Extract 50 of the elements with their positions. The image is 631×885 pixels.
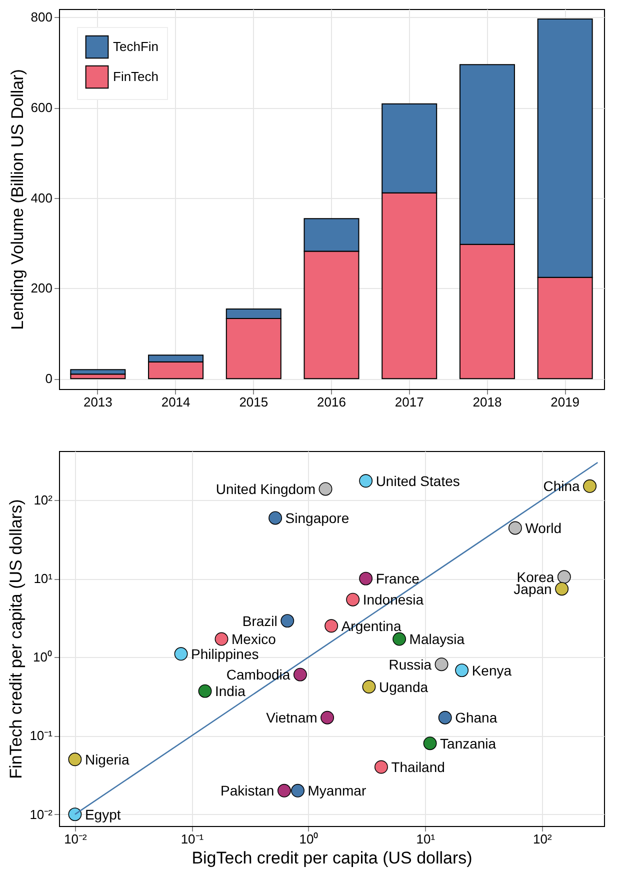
x-tick-label: 2016 xyxy=(317,394,346,410)
y-tick-label: 800 xyxy=(30,10,52,25)
x-tick-label: 10⁻¹ xyxy=(180,832,204,846)
annotation: Malaysia xyxy=(409,631,465,648)
x-tick-label: 2019 xyxy=(550,394,580,410)
annotation: Thailand xyxy=(391,759,445,775)
annotation: France xyxy=(376,570,420,587)
bar xyxy=(70,369,126,375)
annotation: Korea xyxy=(516,568,554,585)
x-tick-label: 10⁻² xyxy=(64,832,88,846)
annotation: United Kingdom xyxy=(216,480,316,497)
y-axis-title: Lending Volume (Billion US Dollar) xyxy=(8,69,27,330)
annotation: Kenya xyxy=(472,662,512,678)
annotation: Nigeria xyxy=(84,751,130,768)
annotation: Russia xyxy=(388,656,432,672)
annotation: Brazil xyxy=(242,612,278,629)
y-tick-label: 0 xyxy=(45,371,52,386)
annotation: Uganda xyxy=(378,678,428,695)
x-tick-label: 2015 xyxy=(239,394,268,410)
annotation: Vietnam xyxy=(266,710,318,726)
x-tick-label: 10² xyxy=(533,832,553,846)
y-tick-label: 10¹ xyxy=(34,571,54,586)
y-tick-label: 10² xyxy=(34,492,54,508)
y-tick-label: 400 xyxy=(30,190,52,206)
annotation: World xyxy=(525,520,562,536)
annotation: Philippines xyxy=(191,646,259,662)
annotation: Mexico xyxy=(232,631,276,648)
annotation: United States xyxy=(376,472,460,489)
annotation: Myanmar xyxy=(308,782,366,799)
x-tick-label: 10¹ xyxy=(416,832,436,846)
x-tick-label: 10⁰ xyxy=(299,832,319,846)
annotation: Ghana xyxy=(455,710,498,726)
annotation: Egypt xyxy=(84,806,121,822)
x-tick-label: 2013 xyxy=(83,394,112,410)
y-axis-title: FinTech credit per capita (US dollars) xyxy=(6,499,26,779)
annotation: Tanzania xyxy=(440,735,496,752)
y-tick-label: 600 xyxy=(30,100,52,115)
y-tick-label: 10⁻² xyxy=(30,806,54,822)
y-tick-label: 200 xyxy=(30,280,52,296)
y-tick-label: 10⁻¹ xyxy=(30,728,54,744)
legend-label: FinTech xyxy=(113,69,159,84)
x-tick-label: 2018 xyxy=(472,394,502,410)
annotation: Singapore xyxy=(285,510,350,526)
y-tick-label: 10⁰ xyxy=(33,650,52,665)
x-tick-label: 2017 xyxy=(394,394,424,410)
annotation: Pakistan xyxy=(220,782,274,799)
annotation: India xyxy=(215,683,246,700)
x-axis-title: BigTech credit per capita (US dollars) xyxy=(192,848,472,868)
x-tick-label: 2014 xyxy=(161,394,190,410)
legend-label: TechFin xyxy=(113,39,159,54)
